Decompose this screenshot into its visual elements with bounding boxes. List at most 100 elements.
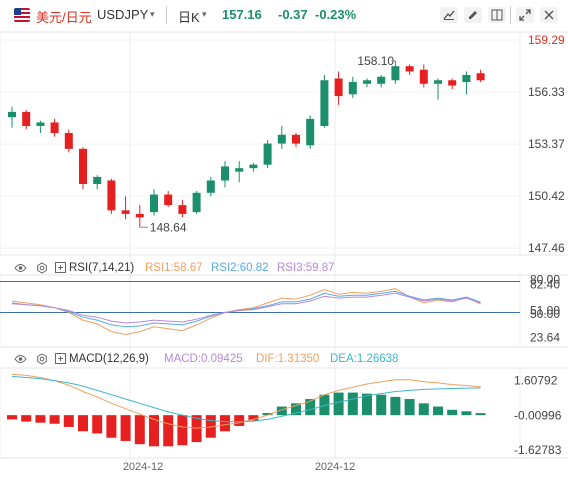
rsi-label: RSI(7,14,21) [69, 262, 135, 274]
rsi1-value: RSI1:58.67 [145, 262, 203, 274]
x-tick-label: 2024-12 [315, 461, 355, 473]
macd-tick-label: -0.00996 [514, 408, 562, 422]
eye-icon[interactable] [14, 263, 27, 276]
rsi-tick-label: 80.00 [530, 272, 560, 286]
macd-bar [347, 392, 358, 416]
macd-bar [21, 415, 32, 422]
rsi-line-rsi3 [11, 292, 481, 324]
indicator-settings-icon[interactable] [55, 353, 66, 367]
candle-body [22, 111, 31, 126]
period-select[interactable]: 日K [178, 10, 200, 25]
macd-bar [63, 415, 74, 427]
macd-bar [276, 406, 287, 416]
candle-body [135, 213, 144, 218]
macd-axis: 1.60792 -0.00996 -1.62783 [514, 374, 562, 458]
candle-body [419, 69, 428, 84]
price-change: -0.37 [278, 7, 308, 22]
eye-icon[interactable] [14, 354, 27, 367]
price-tick-label: 147.46 [528, 241, 565, 255]
macd-bar [220, 415, 230, 432]
rsi-line-rsi2 [11, 290, 481, 328]
chart-draw-icon[interactable] [440, 7, 458, 23]
rsi-tick-label: 82.40 [530, 277, 560, 291]
rsi-tick-label: 23.64 [530, 331, 560, 345]
x-tick-label: 2024-12 [123, 461, 163, 473]
pane-frame [0, 274, 521, 348]
indicator-settings-icon[interactable] [55, 262, 66, 276]
toolbar-divider [166, 6, 167, 24]
candle-body [121, 210, 130, 214]
macd-bar [106, 415, 117, 438]
rsi3-value: RSI3:59.87 [277, 262, 335, 274]
dea-line [11, 375, 481, 423]
candle-body [107, 180, 116, 211]
candle-body [64, 133, 73, 149]
macd-bar [177, 415, 188, 446]
macd-lines [11, 373, 481, 429]
price-annotations: 158.10 148.64 [139, 54, 396, 234]
chart-toolbar: 美元/日元 USDJPY ▾ 日K ▾ 157.16 -0.37 -0.23% [0, 0, 568, 30]
candle-body [448, 80, 457, 86]
expand-icon[interactable] [516, 7, 534, 23]
high-annotation: 158.10 [357, 54, 394, 68]
macd-bar [362, 393, 372, 416]
candle-body [235, 168, 244, 172]
candle-body [292, 134, 300, 144]
symbol-code[interactable]: USDJPY [97, 7, 149, 22]
rsi-tick-label: 50.00 [530, 307, 560, 321]
period-dropdown-icon[interactable]: ▾ [202, 9, 207, 19]
macd-tick-label: 1.60792 [514, 374, 558, 388]
macd-bar [234, 415, 245, 426]
macd-bar [120, 415, 131, 441]
layout-icon[interactable] [488, 7, 506, 23]
candle-body [150, 194, 158, 213]
macd-label: MACD(12,26,9) [69, 353, 149, 365]
macd-bar [248, 415, 259, 421]
candle-body [36, 122, 45, 126]
candle-body [178, 205, 187, 214]
macd-bar [319, 394, 330, 416]
macd-bar [78, 415, 88, 432]
macd-bar [134, 415, 145, 445]
gear-icon[interactable] [36, 262, 48, 277]
last-price: 157.16 [222, 7, 262, 22]
macd-bar [291, 403, 301, 416]
macd-bar [163, 415, 174, 447]
candle-body [79, 148, 87, 184]
candle-body [476, 73, 485, 81]
macd-bar [7, 415, 17, 420]
macd-bar [35, 415, 46, 423]
price-change-pct: -0.23% [315, 7, 357, 22]
candle-body [348, 82, 357, 95]
macd-tick-label: -1.62783 [514, 443, 562, 457]
symbol-dropdown-icon[interactable]: ▾ [150, 9, 155, 19]
candle-body [192, 192, 201, 213]
candle-body [334, 78, 343, 97]
candle-body [93, 176, 102, 184]
candle-body [221, 166, 229, 181]
pen-icon[interactable] [464, 7, 482, 23]
close-icon[interactable] [540, 7, 558, 23]
candle-body [50, 122, 59, 134]
macd-histogram [7, 392, 486, 447]
macd-bar [262, 413, 273, 416]
pane-frame [0, 31, 521, 256]
x-axis: 2024-12 2024-12 [123, 461, 355, 473]
gear-icon[interactable] [36, 353, 48, 368]
macd-bar [92, 415, 103, 434]
macd-bar [418, 403, 429, 416]
macd-bar [390, 396, 401, 416]
pair-name-cn[interactable]: 美元/日元 [36, 10, 92, 25]
candle-body [249, 164, 258, 169]
macd-bar [333, 392, 344, 416]
grid-lines [0, 31, 568, 459]
price-axis: 159.29 156.33 153.37 150.42 147.46 [528, 33, 565, 255]
price-tick-label: 156.33 [528, 85, 565, 99]
candle-body [206, 180, 215, 193]
macd-bar [461, 411, 472, 416]
macd-bar [305, 399, 316, 416]
candle-body [8, 111, 16, 118]
macd-bar [404, 399, 415, 416]
price-tick-label: 159.29 [528, 33, 565, 47]
